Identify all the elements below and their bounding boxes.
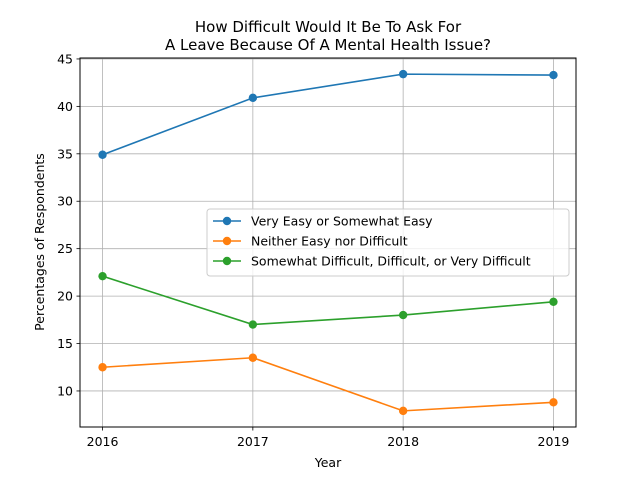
data-point <box>549 297 558 306</box>
legend-marker-1 <box>222 236 232 246</box>
y-tick-label: 15 <box>57 336 73 351</box>
y-tick-label: 20 <box>57 289 73 304</box>
series-line-2 <box>102 275 554 326</box>
legend-marker-2 <box>222 256 232 266</box>
series-group <box>98 69 558 416</box>
data-point <box>248 320 258 329</box>
data-point <box>98 363 107 372</box>
data-point <box>398 310 408 320</box>
y-tick-label: 40 <box>57 99 73 114</box>
legend: Very Easy or Somewhat Easy Neither Easy n… <box>206 208 570 277</box>
y-axis-label: Percentages of Respondents <box>32 153 47 331</box>
data-point <box>549 398 558 407</box>
chart-title-line-2: A Leave Because Of A Mental Health Issue… <box>165 36 491 54</box>
y-tick-label: 35 <box>57 146 73 161</box>
series-line-0 <box>102 73 554 156</box>
x-tick-label: 2019 <box>538 434 570 449</box>
data-point <box>98 150 107 159</box>
y-axis-ticks: 10 15 20 25 30 35 40 45 <box>57 51 80 398</box>
y-tick-label: 45 <box>57 51 73 66</box>
x-axis-ticks: 2016 2017 2018 2019 <box>87 427 570 449</box>
y-tick-label: 25 <box>57 241 73 256</box>
plot-frame <box>79 57 577 428</box>
data-point <box>98 271 107 281</box>
data-point <box>398 69 408 79</box>
data-point <box>398 406 408 416</box>
legend-label-1: Neither Easy nor Difficult <box>251 234 408 249</box>
legend-box <box>206 208 570 277</box>
x-tick-label: 2016 <box>87 434 119 449</box>
y-tick-label: 30 <box>57 194 73 209</box>
x-tick-label: 2018 <box>387 434 419 449</box>
x-axis-label: Year <box>314 455 342 470</box>
chart-title-line-1: How Difficult Would It Be To Ask For <box>195 18 462 36</box>
data-point <box>549 70 558 80</box>
data-point <box>248 353 258 362</box>
legend-label-0: Very Easy or Somewhat Easy <box>251 214 433 229</box>
legend-label-2: Somewhat Difficult, Difficult, or Very D… <box>251 254 531 269</box>
y-tick-label: 10 <box>57 383 73 398</box>
legend-marker-0 <box>222 216 232 226</box>
data-point <box>248 93 258 103</box>
x-tick-label: 2017 <box>237 434 269 449</box>
series-line-1 <box>102 356 554 412</box>
